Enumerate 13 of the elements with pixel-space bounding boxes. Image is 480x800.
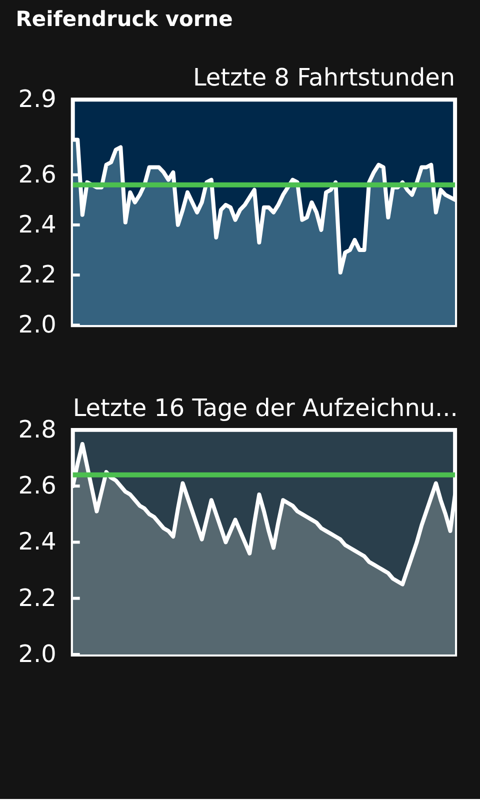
- y-tick-label: 2.4: [18, 210, 56, 238]
- y-tick-label: 2.0: [18, 310, 56, 339]
- y-tick-label: 2.6: [18, 160, 56, 188]
- y-tick-label: 2.8: [18, 415, 56, 444]
- y-tick-label: 2.4: [18, 528, 56, 556]
- chart-subtitle: Letzte 16 Tage der Aufzeichnu...: [72, 394, 458, 422]
- y-tick-label: 2.6: [18, 472, 56, 500]
- chart-title: Reifendruck vorne: [16, 6, 233, 31]
- y-tick-label: 2.9: [18, 85, 56, 114]
- y-tick-label: 2.2: [18, 260, 56, 289]
- chart-subtitle: Letzte 8 Fahrtstunden: [192, 64, 456, 92]
- y-tick-label: 2.2: [18, 584, 56, 612]
- y-tick-label: 2.0: [18, 640, 56, 668]
